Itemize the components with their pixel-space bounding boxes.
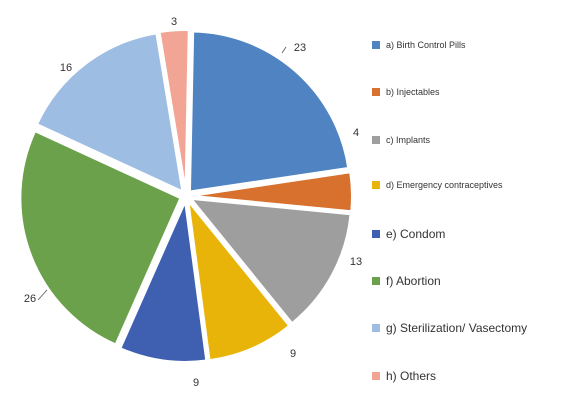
legend-label-3: c) Implants [386, 135, 431, 145]
legend-item-4: d) Emergency contraceptives [372, 175, 503, 195]
legend-label-6: f) Abortion [386, 274, 441, 288]
legend-swatch-3 [372, 136, 380, 144]
legend-label-2: b) Injectables [386, 87, 440, 97]
pie-slice-5 [119, 198, 208, 363]
legend-label-7: g) Sterilization/ Vasectomy [386, 321, 528, 335]
leader-line-6 [37, 289, 48, 301]
legend-item-5: e) Condom [372, 224, 445, 244]
data-label-2: 4 [353, 127, 359, 139]
legend-label-1: a) Birth Control Pills [386, 40, 466, 50]
legend-label-8: h) Others [386, 369, 437, 383]
data-label-5: 9 [193, 377, 199, 388]
pie-slice-4 [186, 198, 291, 362]
data-labels-layer: 23 4 13 9 9 26 16 3 [24, 16, 362, 389]
data-label-3: 13 [350, 256, 362, 268]
pie-slice-3 [189, 197, 352, 325]
legend-swatch-8 [372, 372, 380, 380]
pie-slice-1 [188, 30, 350, 193]
leader-line-1 [281, 46, 287, 54]
data-label-7: 16 [60, 62, 72, 74]
legend-label-5: e) Condom [386, 227, 446, 241]
leader-lines-layer [37, 46, 287, 301]
pie-slice-8 [158, 29, 190, 191]
pie-slice-7 [35, 32, 184, 193]
legend: a) Birth Control Pills b) Injectables c) I… [372, 30, 576, 388]
data-label-8: 3 [171, 16, 177, 28]
pie-slice-2 [191, 171, 353, 213]
slices-layer [19, 29, 353, 363]
legend-swatch-2 [372, 88, 380, 96]
legend-swatch-4 [372, 181, 380, 189]
legend-swatch-6 [372, 277, 380, 285]
data-label-4: 9 [290, 348, 296, 360]
pie-slice-6 [19, 129, 182, 346]
data-label-6: 26 [24, 293, 36, 305]
legend-swatch-1 [372, 41, 380, 49]
legend-item-2: b) Injectables [372, 82, 440, 102]
legend-swatch-7 [372, 324, 380, 332]
legend-item-1: a) Birth Control Pills [372, 35, 466, 55]
legend-item-6: f) Abortion [372, 271, 441, 291]
legend-swatch-5 [372, 230, 380, 238]
data-label-1: 23 [294, 42, 306, 54]
legend-item-8: h) Others [372, 366, 436, 386]
legend-item-3: c) Implants [372, 130, 430, 150]
legend-label-4: d) Emergency contraceptives [386, 180, 503, 190]
legend-item-7: g) Sterilization/ Vasectomy [372, 318, 527, 338]
